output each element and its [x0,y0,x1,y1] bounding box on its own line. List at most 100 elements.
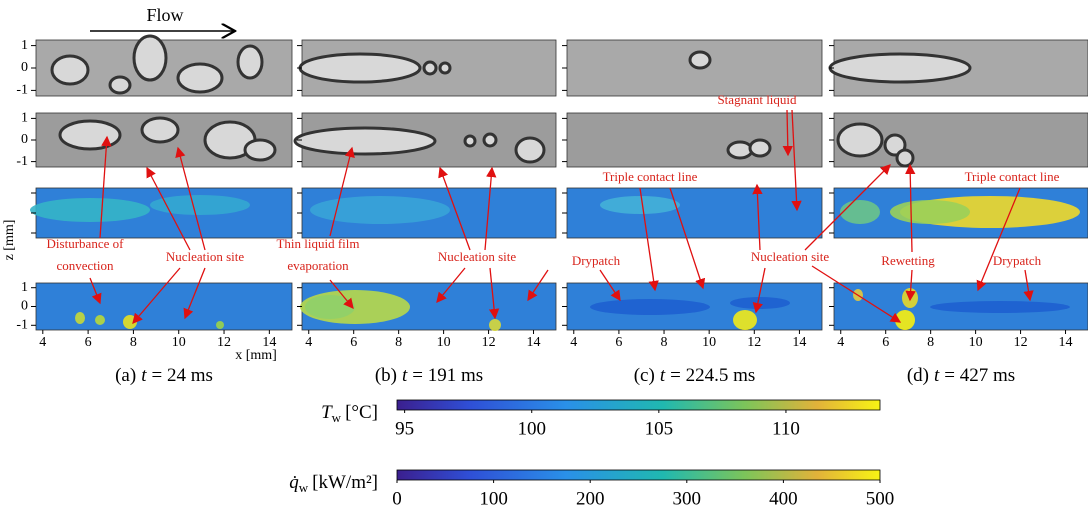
colorbar [397,400,880,410]
bubble [300,54,420,82]
caption-symbol: t [934,365,940,386]
bubble [134,36,166,80]
x-tick-label: 14 [1059,335,1073,350]
colorbar-tick-label: 500 [866,488,895,509]
bubble [830,54,970,82]
x-tick-label: 6 [615,335,622,350]
x-axis-label: x [mm] [235,348,277,363]
bubble [838,124,882,156]
x-tick-label: 8 [130,335,137,350]
thermal-region [890,200,970,224]
z-tick-label: 1 [21,111,28,126]
caption-label: (b) [375,365,397,386]
x-tick-label: 10 [702,335,716,350]
caption-symbol: t [141,365,147,386]
x-tick-label: 14 [792,335,806,350]
z-tick-label: -1 [16,318,28,333]
annotation: Nucleation site [166,249,245,264]
annotation: Rewetting [881,253,935,268]
colorbar-tick-label: 0 [392,488,402,509]
bubble [516,138,544,162]
bubble [110,77,130,93]
bubble [728,142,752,158]
annotation: Nucleation site [751,249,830,264]
z-tick-label: 0 [21,132,28,147]
thermal-region [95,315,105,325]
x-tick-label: 12 [1014,335,1028,350]
annotation: Nucleation site [438,249,517,264]
bubble [465,136,475,146]
caption-symbol: t [402,365,408,386]
annotation: Triple contact line [603,169,698,184]
bubble [245,140,275,160]
colorbar-label: Tw[°C] [321,402,378,425]
colorbar-tick-label: 200 [576,488,605,509]
x-tick-label: 10 [437,335,451,350]
bubble [142,118,178,142]
x-tick-label: 6 [350,335,357,350]
annotation: Disturbance of [47,236,125,251]
colorbar-unit: [kW/m²] [312,472,378,493]
z-axis-label: z [mm] [2,220,17,261]
bubble [750,140,770,156]
annotation: Stagnant liquid [717,92,797,107]
panel-caption: (c)t= 224.5 ms [634,365,756,386]
flow-indicator: Flow [90,5,235,31]
thermal-region [600,196,680,214]
x-tick-label: 10 [172,335,186,350]
x-tick-label: 8 [395,335,402,350]
thermal-panel [36,283,292,330]
colorbar-tick-label: 300 [673,488,702,509]
thermal-region [733,310,757,330]
colorbar-unit: [°C] [345,402,378,423]
colorbar [397,470,880,480]
bubble [484,134,496,146]
caption-time: = 427 ms [944,365,1015,386]
z-tick-label: 0 [21,299,28,314]
x-tick-label: 12 [482,335,496,350]
colorbar-tick-label: 100 [517,418,546,439]
thermal-region [123,315,137,329]
x-tick-label: 14 [527,335,541,350]
colorbar-tick-label: 100 [479,488,508,509]
caption-time: = 224.5 ms [670,365,755,386]
z-tick-label: 1 [21,280,28,295]
x-tick-label: 4 [39,335,46,350]
bubble [52,56,88,84]
bubble [690,52,710,68]
panel-caption: (d)t= 427 ms [907,365,1015,386]
annotation: Triple contact line [965,169,1060,184]
caption-time: = 191 ms [412,365,483,386]
thermal-region [730,297,790,309]
panel-caption: (b)t= 191 ms [375,365,483,386]
flow-label: Flow [146,5,183,25]
x-tick-label: 4 [837,335,844,350]
x-tick-label: 6 [85,335,92,350]
panel-caption: (a)t= 24 ms [115,365,213,386]
caption-symbol: t [660,365,666,386]
colorbar-tick-label: 105 [645,418,674,439]
image-panel [567,113,822,167]
annotation: Drypatch [572,253,621,268]
z-tick-label: 1 [21,38,28,53]
thermal-region [216,321,224,329]
colorbar-tick-label: 400 [769,488,798,509]
panels [30,36,1088,334]
thermal-region [305,295,355,319]
x-tick-label: 10 [969,335,983,350]
colorbar-tick-label: 110 [772,418,800,439]
caption-label: (d) [907,365,929,386]
bubble [60,121,120,149]
bubble [295,128,435,154]
thermal-region [75,312,85,324]
annotation: Drypatch [993,253,1042,268]
z-tick-label: -1 [16,154,28,169]
bubble [897,150,913,166]
colorbar-tick-label: 95 [395,418,414,439]
bubble [178,64,222,92]
x-tick-label: 4 [570,335,577,350]
annotation: convection [56,258,114,273]
z-tick-label: 0 [21,60,28,75]
thermal-region [930,301,1070,313]
colorbar-label: q̇w[kW/m²] [289,472,378,495]
